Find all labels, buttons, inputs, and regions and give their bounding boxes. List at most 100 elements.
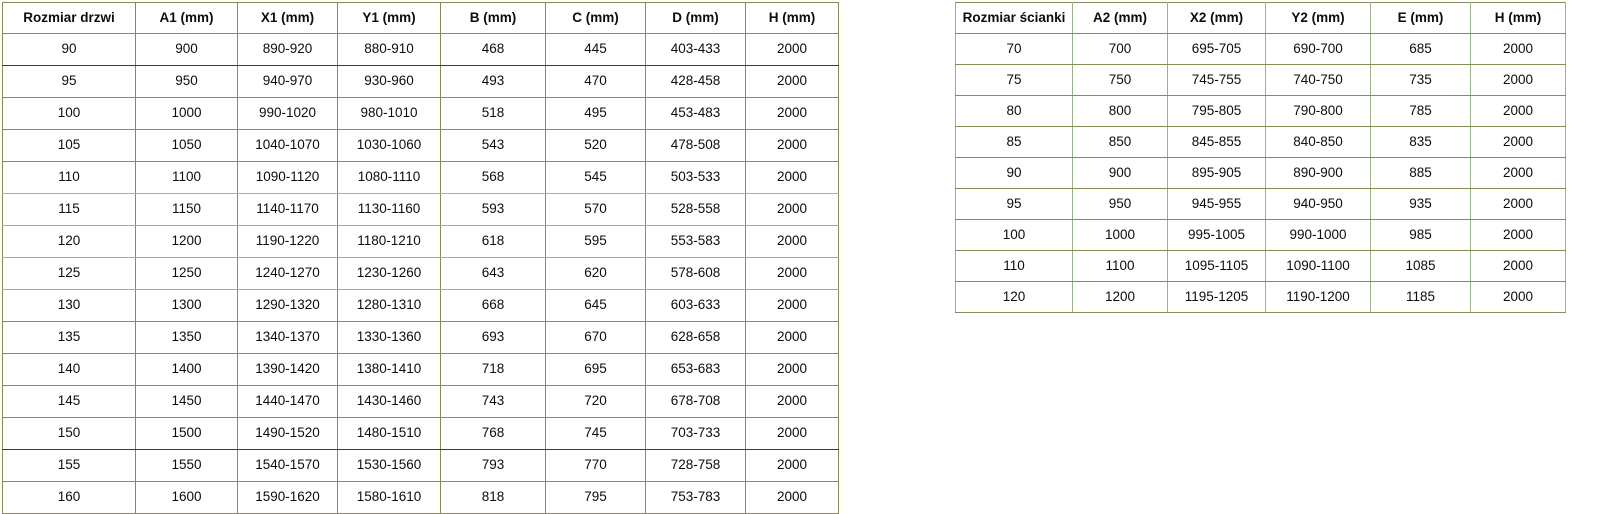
cell-y1: 1180-1210 xyxy=(337,225,441,258)
cell-size: 150 xyxy=(2,417,136,450)
cell-size: 90 xyxy=(955,157,1073,189)
table-row: 90 900 890-920 880-910 468 445 403-433 2… xyxy=(2,33,839,66)
cell-e: 885 xyxy=(1370,157,1471,189)
cell-b: 668 xyxy=(440,289,546,322)
cell-x2: 1095-1105 xyxy=(1167,250,1266,282)
walls-col-header-h: H (mm) xyxy=(1470,2,1566,34)
cell-x2: 745-755 xyxy=(1167,64,1266,96)
cell-h: 2000 xyxy=(745,257,839,290)
cell-x1: 1290-1320 xyxy=(237,289,338,322)
cell-h: 2000 xyxy=(745,385,839,418)
cell-y1: 1530-1560 xyxy=(337,449,441,482)
table-row: 130 1300 1290-1320 1280-1310 668 645 603… xyxy=(2,289,839,322)
cell-c: 570 xyxy=(545,193,646,226)
cell-a2: 750 xyxy=(1072,64,1168,96)
cell-h: 2000 xyxy=(745,225,839,258)
cell-e: 685 xyxy=(1370,33,1471,65)
cell-y1: 1230-1260 xyxy=(337,257,441,290)
cell-y2: 690-700 xyxy=(1265,33,1371,65)
cell-c: 795 xyxy=(545,481,646,514)
cell-size: 100 xyxy=(955,219,1073,251)
cell-c: 645 xyxy=(545,289,646,322)
cell-h: 2000 xyxy=(745,353,839,386)
cell-a1: 1100 xyxy=(135,161,238,194)
cell-a1: 1000 xyxy=(135,97,238,130)
cell-b: 768 xyxy=(440,417,546,450)
cell-h: 2000 xyxy=(745,449,839,482)
cell-d: 628-658 xyxy=(645,321,746,354)
cell-e: 735 xyxy=(1370,64,1471,96)
cell-d: 703-733 xyxy=(645,417,746,450)
cell-d: 453-483 xyxy=(645,97,746,130)
table-row: 100 1000 990-1020 980-1010 518 495 453-4… xyxy=(2,97,839,130)
table-row: 75 750 745-755 740-750 735 2000 xyxy=(955,64,1566,96)
cell-c: 745 xyxy=(545,417,646,450)
cell-c: 445 xyxy=(545,33,646,66)
doors-table-body: 90 900 890-920 880-910 468 445 403-433 2… xyxy=(2,33,839,514)
walls-col-header-y2: Y2 (mm) xyxy=(1265,2,1371,34)
cell-a2: 800 xyxy=(1072,95,1168,127)
table-row: 80 800 795-805 790-800 785 2000 xyxy=(955,95,1566,127)
cell-b: 693 xyxy=(440,321,546,354)
doors-col-header-a1: A1 (mm) xyxy=(135,2,238,34)
cell-d: 603-633 xyxy=(645,289,746,322)
cell-b: 618 xyxy=(440,225,546,258)
table-row: 70 700 695-705 690-700 685 2000 xyxy=(955,33,1566,65)
cell-y1: 880-910 xyxy=(337,33,441,66)
cell-b: 543 xyxy=(440,129,546,162)
cell-a1: 1200 xyxy=(135,225,238,258)
cell-size: 90 xyxy=(2,33,136,66)
table-row: 120 1200 1190-1220 1180-1210 618 595 553… xyxy=(2,225,839,258)
cell-b: 793 xyxy=(440,449,546,482)
walls-table-head: Rozmiar ścianki A2 (mm) X2 (mm) Y2 (mm) … xyxy=(955,2,1566,34)
cell-h: 2000 xyxy=(1470,157,1566,189)
cell-d: 428-458 xyxy=(645,65,746,98)
cell-x1: 1390-1420 xyxy=(237,353,338,386)
table-row: 145 1450 1440-1470 1430-1460 743 720 678… xyxy=(2,385,839,418)
cell-size: 135 xyxy=(2,321,136,354)
cell-e: 835 xyxy=(1370,126,1471,158)
cell-h: 2000 xyxy=(1470,188,1566,220)
cell-h: 2000 xyxy=(745,33,839,66)
cell-b: 593 xyxy=(440,193,546,226)
cell-size: 130 xyxy=(2,289,136,322)
cell-d: 578-608 xyxy=(645,257,746,290)
cell-y1: 930-960 xyxy=(337,65,441,98)
cell-x2: 995-1005 xyxy=(1167,219,1266,251)
cell-d: 653-683 xyxy=(645,353,746,386)
table-row: 115 1150 1140-1170 1130-1160 593 570 528… xyxy=(2,193,839,226)
doors-col-header-b: B (mm) xyxy=(440,2,546,34)
cell-a2: 1000 xyxy=(1072,219,1168,251)
table-row: 120 1200 1195-1205 1190-1200 1185 2000 xyxy=(955,281,1566,313)
cell-a1: 1400 xyxy=(135,353,238,386)
walls-header-row: Rozmiar ścianki A2 (mm) X2 (mm) Y2 (mm) … xyxy=(955,2,1566,34)
cell-c: 620 xyxy=(545,257,646,290)
cell-y2: 1090-1100 xyxy=(1265,250,1371,282)
table-row: 95 950 940-970 930-960 493 470 428-458 2… xyxy=(2,65,839,98)
cell-y2: 890-900 xyxy=(1265,157,1371,189)
table-row: 100 1000 995-1005 990-1000 985 2000 xyxy=(955,219,1566,251)
cell-b: 743 xyxy=(440,385,546,418)
doors-col-header-d: D (mm) xyxy=(645,2,746,34)
cell-size: 80 xyxy=(955,95,1073,127)
cell-a1: 1450 xyxy=(135,385,238,418)
cell-a2: 850 xyxy=(1072,126,1168,158)
cell-y2: 790-800 xyxy=(1265,95,1371,127)
cell-b: 643 xyxy=(440,257,546,290)
cell-c: 770 xyxy=(545,449,646,482)
cell-y1: 1130-1160 xyxy=(337,193,441,226)
cell-y1: 1030-1060 xyxy=(337,129,441,162)
cell-x1: 1590-1620 xyxy=(237,481,338,514)
cell-h: 2000 xyxy=(745,481,839,514)
doors-col-header-y1: Y1 (mm) xyxy=(337,2,441,34)
cell-y1: 1080-1110 xyxy=(337,161,441,194)
cell-d: 753-783 xyxy=(645,481,746,514)
cell-d: 553-583 xyxy=(645,225,746,258)
cell-a2: 950 xyxy=(1072,188,1168,220)
table-row: 90 900 895-905 890-900 885 2000 xyxy=(955,157,1566,189)
cell-c: 670 xyxy=(545,321,646,354)
cell-a1: 1250 xyxy=(135,257,238,290)
cell-c: 695 xyxy=(545,353,646,386)
cell-a1: 1500 xyxy=(135,417,238,450)
cell-y1: 1280-1310 xyxy=(337,289,441,322)
